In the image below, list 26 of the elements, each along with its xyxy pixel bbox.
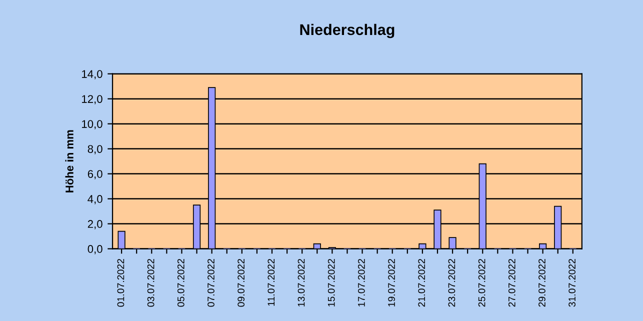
x-tick-label: 03.07.2022 [147,258,154,307]
x-tick-label: 09.07.2022 [238,258,245,307]
x-tick-label: 11.07.2022 [268,258,275,306]
x-tick-label: 05.07.2022 [177,258,184,307]
y-tick-label: 4,0 [88,195,102,204]
x-tick-label: 21.07.2022 [418,258,426,307]
y-tick-label: 10,0 [82,120,102,130]
x-tick-label: 13.07.2022 [298,258,305,306]
x-tick-label: 29.07.2022 [538,258,546,307]
y-tick-label: 0,0 [88,245,102,254]
y-tick-label: 12,0 [82,95,102,104]
x-tick-label: 19.07.2022 [388,258,395,306]
y-axis-title: Höhe in mm [65,130,74,192]
chart-title: Niederschlag [300,24,394,38]
x-tick-label: 17.07.2022 [358,258,365,306]
x-tick-label: 27.07.2022 [508,258,516,307]
x-tick-label: 31.07.2022 [568,258,576,307]
x-tick-label: 23.07.2022 [448,258,456,307]
y-tick-label: 14,0 [82,70,102,80]
x-tick-label: 25.07.2022 [478,258,486,307]
x-tick-label: 01.07.2022 [117,258,124,307]
y-tick-label: 8,0 [88,145,102,154]
y-tick-label: 6,0 [88,170,102,180]
x-tick-label: 15.07.2022 [328,258,335,306]
x-tick-label: 07.07.2022 [208,258,214,307]
y-tick-label: 2,0 [88,220,102,230]
